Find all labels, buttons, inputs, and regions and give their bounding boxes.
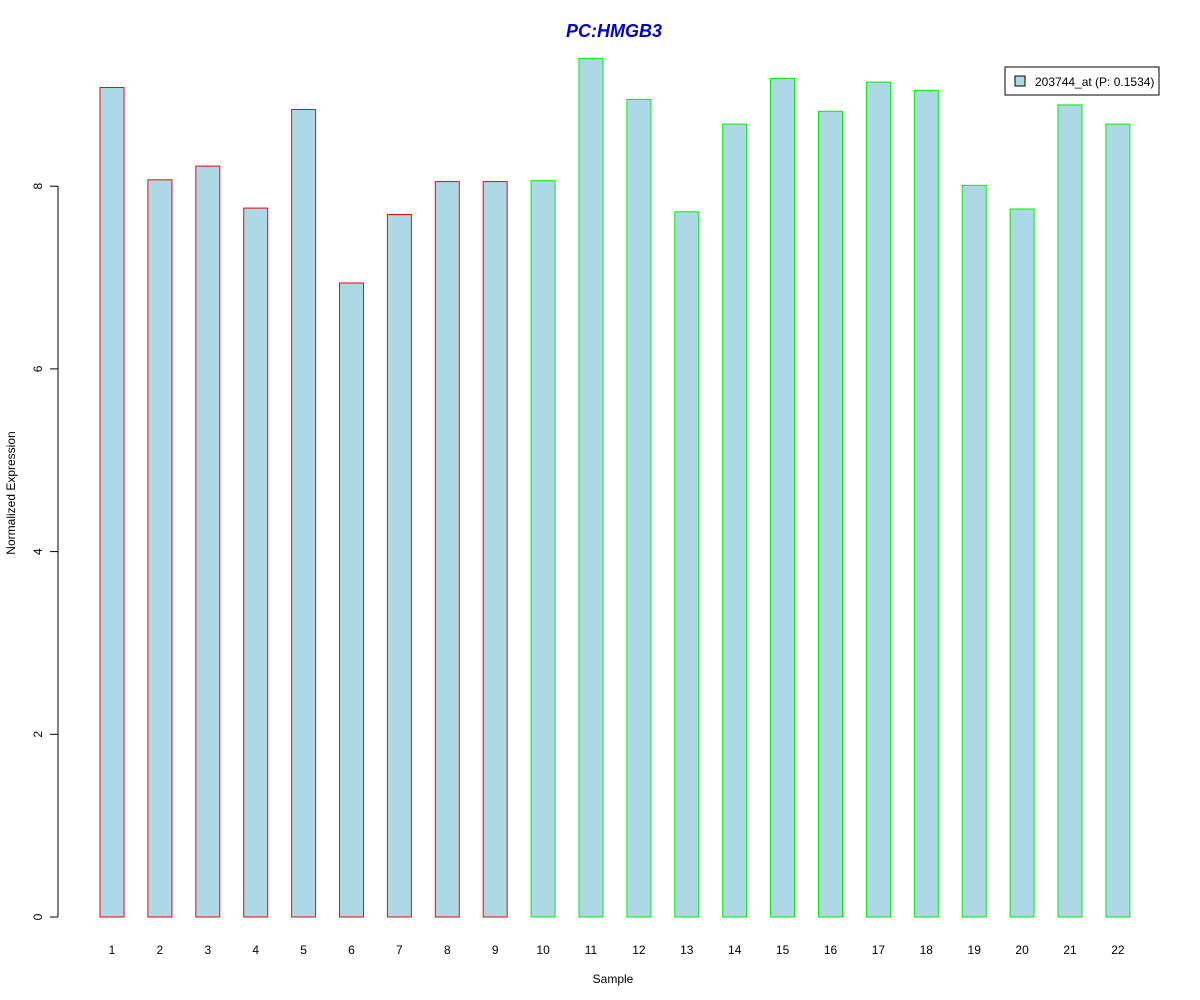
x-tick-label: 5 [300,943,307,957]
x-tick-label: 7 [396,943,403,957]
x-tick-label: 12 [632,943,646,957]
bar-15 [770,77,796,918]
x-tick-label: 19 [968,943,982,957]
bar-12 [626,98,652,918]
bar-18 [913,89,939,918]
x-tick-label: 10 [536,943,550,957]
legend-swatch [1014,75,1026,87]
x-tick-label: 3 [204,943,211,957]
bar-8 [434,181,460,918]
bar-7 [386,214,412,918]
bar-21 [1057,104,1083,918]
x-tick-label: 1 [109,943,116,957]
x-tick-label: 18 [920,943,934,957]
bar-19 [961,184,987,918]
x-tick-label: 13 [680,943,694,957]
bar-1 [99,87,125,918]
y-tick-label: 6 [31,365,45,372]
x-tick-label: 4 [252,943,259,957]
x-axis: 1 2 3 4 5 6 7 8 9 10 11 12 13 14 15 16 17 18 19 20 21 22 [109,943,1125,957]
bar-16 [818,110,843,918]
bar-22 [1105,123,1131,918]
x-tick-label: 6 [348,943,355,957]
bar-14 [722,123,748,918]
x-tick-label: 14 [728,943,742,957]
x-tick-label: 20 [1015,943,1029,957]
x-tick-label: 15 [776,943,790,957]
x-axis-title: Sample [593,972,634,986]
bar-17 [865,81,891,918]
x-tick-label: 22 [1111,943,1125,957]
bar-4 [243,207,269,918]
y-tick-label: 2 [31,731,45,738]
bar-2 [147,179,173,918]
bar-3 [195,165,221,918]
y-tick-label: 4 [31,548,45,555]
bars [99,57,1131,918]
x-tick-label: 17 [872,943,886,957]
bar-5 [291,109,317,918]
bar-20 [1009,208,1035,918]
x-tick-label: 16 [824,943,838,957]
y-axis: 0 2 4 6 8 [31,183,59,920]
bar-10 [530,180,556,918]
bar-6 [339,282,364,918]
chart-title: PC:HMGB3 [566,21,662,41]
x-tick-label: 8 [444,943,451,957]
x-tick-label: 11 [585,943,598,957]
bar-9 [482,181,508,918]
y-tick-label: 0 [31,913,45,920]
x-tick-label: 9 [492,943,499,957]
x-tick-label: 2 [157,943,164,957]
legend-box [1004,66,1160,96]
bar-11 [578,57,604,918]
x-tick-label: 21 [1063,943,1077,957]
y-axis-title: Normalized Expression [4,431,18,554]
bar-13 [674,211,700,918]
y-tick-label: 8 [31,183,45,190]
legend: 203744_at (P: 0.1534) [1004,66,1160,96]
legend-label: 203744_at (P: 0.1534) [1035,75,1154,89]
